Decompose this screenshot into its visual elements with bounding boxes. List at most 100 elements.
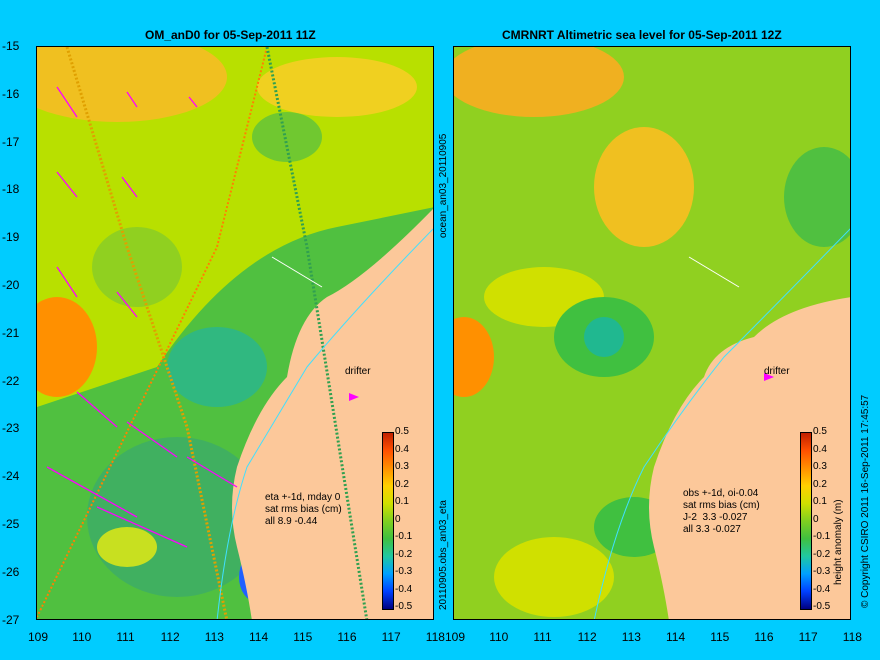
mid-anomaly-region [252,112,322,162]
colorbar-tick-label: 0.1 [813,496,827,507]
x-tick-label: 109 [28,630,49,644]
low-anomaly-region [784,147,850,247]
colorbar-tick-label: -0.2 [813,548,831,560]
x-tick-label: 111 [533,630,552,644]
right-info-line-2: sat rms bias (cm) [683,500,760,511]
colorbar-tick-label: -0.4 [395,583,413,595]
x-tick-label: 110 [489,630,509,644]
left-map-title: OM_anD0 for 05-Sep-2011 11Z [145,28,316,42]
high-anomaly-region [37,297,97,397]
x-tick-label: 116 [337,630,357,644]
high-anomaly-region [257,57,417,117]
model-run-label: ocean_an03_20110905 [438,133,449,238]
x-tick-label: 114 [666,630,686,644]
y-tick-label: -27 [2,612,20,627]
colorbar-tick-label: -0.2 [395,548,413,560]
high-anomaly-region [454,47,624,117]
x-tick-label: 116 [754,630,774,644]
y-tick-label: -18 [2,182,20,197]
isobath-line [593,228,850,619]
cross-shelf-section [271,256,323,288]
y-tick-label: -17 [2,134,20,149]
x-tick-label: 112 [160,630,180,644]
x-tick-label: 118 [842,630,862,644]
x-tick-label: 117 [381,630,401,644]
colorbar-tick-label: 0.2 [395,478,409,490]
right-drifter-label: drifter [764,366,790,377]
satellite-track [65,47,229,619]
x-tick-label: 112 [577,630,597,644]
right-info-line-4: all 3.3 -0.027 [683,524,741,535]
x-tick-label: 113 [204,630,224,644]
colorbar-tick-label: -0.5 [395,601,413,612]
high-anomaly-region [454,317,494,397]
y-tick-label: -16 [2,86,20,101]
colorbar-tick-label: 0.3 [813,461,827,472]
drifter-marker [764,373,774,381]
obs-run-label: 20110905.obs_an03_eta [438,500,449,610]
right-colorbar [800,432,812,610]
colorbar-tick-label: 0.1 [395,496,409,507]
x-tick-label: 115 [710,630,730,644]
colorbar-tick-label: -0.3 [395,566,413,577]
colorbar-tick-label: -0.4 [813,583,831,595]
x-tick-label: 117 [798,630,818,644]
land-australia [649,297,850,619]
colorbar-tick-label: 0.4 [395,443,409,455]
x-tick-label: 113 [621,630,641,644]
satellite-track [265,47,369,619]
mid-anomaly-region [97,527,157,567]
y-tick-label: -20 [2,278,20,292]
mid-anomaly-region [92,227,182,307]
left-info-line-1: eta +-1d, mday 0 [265,492,341,503]
copyright-text: © Copyright CSIRO 2011 16-Sep-2011 17:45… [860,394,871,608]
isobath-line [216,228,433,619]
colorbar-tick-label: -0.1 [813,531,831,542]
right-map-panel [453,46,851,620]
left-colorbar [382,432,394,610]
y-tick-label: -15 [2,39,20,53]
left-info-line-3: all 8.9 -0.44 [265,516,318,527]
x-tick-label: 110 [72,630,92,644]
colorbar-tick-label: -0.1 [395,531,413,542]
right-info-line-1: obs +-1d, oi-0.04 [683,488,759,499]
cross-shelf-section [688,256,740,288]
colorbar-tick-label: 0.4 [813,443,827,455]
y-tick-label: -23 [2,421,20,436]
colorbar-label: height anomaly (m) [833,499,844,585]
right-info-line-3: J-2 3.3 -0.027 [683,512,748,523]
drifter-marker [349,393,359,401]
y-tick-label: -22 [2,373,20,388]
colorbar-tick-label: 0.5 [395,426,409,437]
x-tick-label: 109 [445,630,466,644]
x-tick-label: 118 [425,630,445,644]
y-tick-label: -26 [2,564,20,579]
right-map-svg [454,47,850,619]
colorbar-tick-label: 0 [395,513,401,525]
x-tick-label: 115 [293,630,313,644]
x-tick-label: 111 [116,630,135,644]
current-vectors [46,86,238,548]
x-tick-label: 114 [249,630,269,644]
colorbar-tick-label: -0.3 [813,566,831,577]
y-tick-label: -21 [2,325,20,340]
y-tick-label: -24 [2,469,20,484]
colorbar-tick-label: 0.3 [395,461,409,472]
colorbar-tick-label: 0.2 [813,478,827,490]
satellite-track [37,47,268,618]
left-map-svg [37,47,433,619]
colorbar-tick-label: 0.5 [813,426,827,437]
low-anomaly-region [584,317,624,357]
y-tick-label: -25 [2,517,20,531]
y-tick-label: -19 [2,230,20,245]
high-anomaly-region [594,127,694,247]
colorbar-tick-label: -0.5 [813,601,831,612]
mid-anomaly-region [494,537,614,617]
left-drifter-label: drifter [345,366,371,377]
right-map-title: CMRNRT Altimetric sea level for 05-Sep-2… [502,28,782,42]
high-anomaly-region [37,47,227,122]
left-map-panel [36,46,434,620]
colorbar-tick-label: 0 [813,513,819,525]
low-anomaly-region [167,327,267,407]
left-info-line-2: sat rms bias (cm) [265,504,342,515]
